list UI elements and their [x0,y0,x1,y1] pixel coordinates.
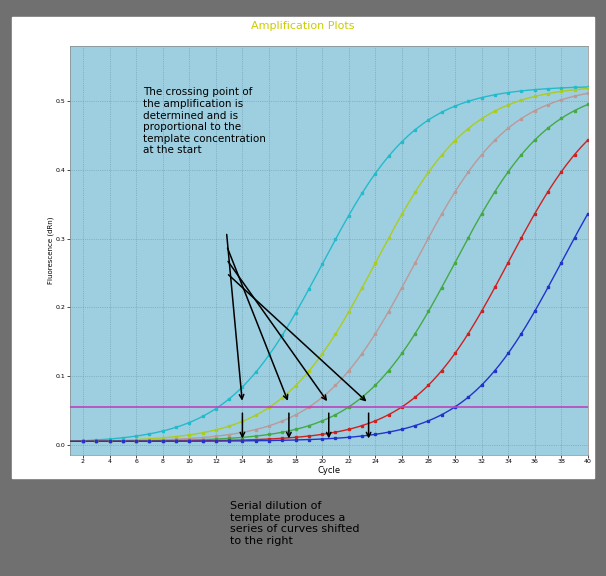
Text: Amplification Plots: Amplification Plots [251,21,355,31]
X-axis label: Cycle: Cycle [317,465,341,475]
Text: Serial dilution of
template produces a
series of curves shifted
to the right: Serial dilution of template produces a s… [230,501,360,546]
FancyBboxPatch shape [12,17,594,478]
Text: The crossing point of
the amplification is
determined and is
proportional to the: The crossing point of the amplification … [143,88,265,156]
Y-axis label: Fluorescence (dRn): Fluorescence (dRn) [48,217,55,285]
